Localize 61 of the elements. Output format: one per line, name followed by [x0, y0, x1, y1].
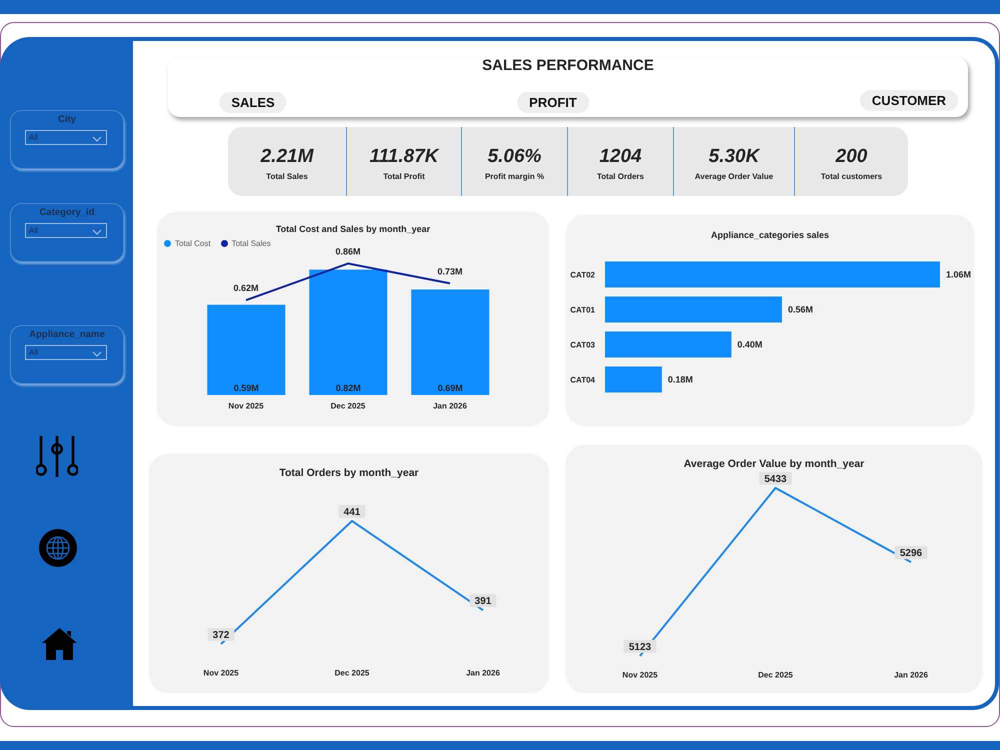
data-label: 1.06M	[946, 270, 972, 280]
legend-label: Total Cost	[175, 239, 211, 248]
text: 200	[836, 146, 868, 167]
x-tick-label: Nov 2025	[228, 402, 264, 411]
x-tick-label: Nov 2025	[622, 670, 658, 680]
text: 1204	[599, 146, 642, 167]
data-label: 0.56M	[788, 304, 813, 315]
y-tick-label: CAT04	[570, 375, 596, 384]
bar	[605, 262, 940, 288]
data-label: 0.18M	[668, 374, 693, 385]
x-tick-label: Dec 2025	[758, 670, 794, 680]
text: Total Sales	[266, 172, 308, 181]
text: City	[58, 114, 76, 125]
data-label: 0.86M	[335, 246, 361, 257]
data-label: 391	[474, 596, 492, 608]
bar	[605, 332, 732, 358]
text: 5.06%	[488, 146, 542, 167]
text: All	[29, 226, 38, 235]
legend-label: Total Sales	[232, 239, 271, 248]
data-label: 5296	[900, 548, 923, 560]
text: 2.21M	[260, 146, 314, 167]
text: 111.87K	[369, 146, 438, 167]
data-label: 0.62M	[233, 283, 259, 294]
text: All	[29, 133, 38, 142]
bar	[605, 296, 782, 323]
x-tick-label: Dec 2025	[334, 668, 370, 678]
text: Appliance_name	[29, 329, 105, 340]
data-label: 0.40M	[737, 340, 762, 350]
text: Average Order Value	[694, 172, 774, 181]
text: SALES PERFORMANCE	[482, 57, 654, 74]
data-label: 441	[344, 506, 361, 518]
chart-title: Appliance_categories sales	[710, 230, 830, 240]
chart-title: Average Order Value by month_year	[684, 458, 864, 470]
x-tick-label: Nov 2025	[203, 668, 240, 678]
text: PROFIT	[529, 95, 577, 110]
chart-title: Total Cost and Sales by month_year	[276, 224, 430, 234]
data-label: 5123	[628, 642, 652, 653]
text: 5.30K	[708, 146, 760, 167]
data-label: 5433	[764, 474, 788, 485]
text: Total Profit	[383, 172, 425, 181]
x-tick-label: Dec 2025	[330, 402, 366, 411]
bar	[605, 366, 662, 393]
x-tick-label: Jan 2026	[466, 668, 500, 678]
y-tick-label: CAT01	[570, 305, 596, 314]
text: Category_id	[40, 207, 94, 218]
data-label: 0.69M	[438, 383, 463, 393]
x-tick-label: Jan 2026	[894, 670, 928, 680]
y-tick-label: CAT02	[570, 270, 596, 280]
data-label: 0.73M	[437, 266, 463, 276]
data-label: 0.82M	[336, 383, 361, 393]
y-tick-label: CAT03	[570, 340, 596, 350]
chart-title: Total Orders by month_year	[279, 467, 419, 479]
text: Profit margin %	[484, 172, 544, 181]
data-label: 0.59M	[234, 383, 259, 393]
text: All	[29, 348, 38, 357]
text: SALES	[231, 95, 275, 110]
data-label: 372	[212, 630, 230, 642]
text: Total Orders	[597, 172, 644, 181]
text: CUSTOMER	[872, 93, 946, 108]
x-tick-label: Jan 2026	[433, 402, 468, 411]
text: Total customers	[820, 172, 882, 181]
